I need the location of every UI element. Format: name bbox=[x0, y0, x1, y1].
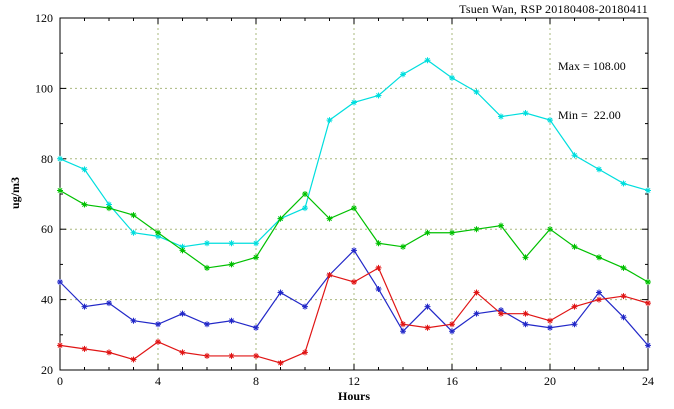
stats-box: Max = 108.00 Min = 22.00 bbox=[558, 26, 626, 156]
series-cyan-markers bbox=[57, 57, 651, 250]
y-tick-label: 120 bbox=[35, 11, 53, 25]
x-tick-label: 8 bbox=[253, 374, 259, 388]
min-value-label: Min = 22.00 bbox=[558, 107, 621, 122]
y-tick-label: 20 bbox=[41, 363, 53, 377]
x-tick-label: 24 bbox=[642, 374, 654, 388]
y-tick-label: 60 bbox=[41, 222, 53, 236]
x-axis-title: Hours bbox=[337, 389, 370, 403]
y-tick-label: 80 bbox=[41, 152, 53, 166]
y-tick-label: 100 bbox=[35, 81, 53, 95]
x-tick-label: 4 bbox=[155, 374, 161, 388]
y-tick-label: 40 bbox=[41, 293, 53, 307]
x-tick-label: 20 bbox=[544, 374, 556, 388]
y-axis-title: ug/m3 bbox=[8, 177, 22, 210]
chart-title: Tsuen Wan, RSP 20180408-20180411 bbox=[459, 2, 648, 16]
x-tick-label: 0 bbox=[57, 374, 63, 388]
series-green-markers bbox=[57, 187, 651, 285]
max-value-label: Max = 108.00 bbox=[558, 59, 626, 74]
x-tick-label: 12 bbox=[348, 374, 360, 388]
x-tick-label: 16 bbox=[446, 374, 458, 388]
series-red-markers bbox=[57, 264, 651, 366]
